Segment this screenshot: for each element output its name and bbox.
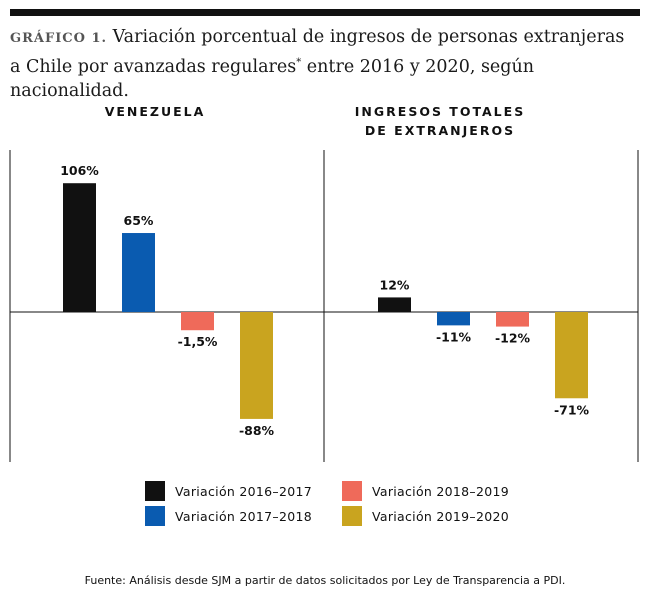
bar-venezuela-3 xyxy=(181,312,214,331)
chart-title-text-end: entre 2016 y 2020, según nacionalidad. xyxy=(10,56,535,101)
panel-title-venezuela-line1: VENEZUELA xyxy=(104,104,206,119)
bar-venezuela-1 xyxy=(63,183,96,312)
data-label-venezuela-3: -1,5% xyxy=(178,334,218,349)
bar-chart: 106% 65% -1,5% -88% 12% -11% -12% -71% xyxy=(9,150,639,462)
legend-item-2017-2018: Variación 2017–2018 xyxy=(145,506,312,526)
panel-title-venezuela: VENEZUELA xyxy=(50,102,260,121)
panel-title-totales: INGRESOS TOTALES DE EXTRANJEROS xyxy=(330,102,550,140)
bar-totales-3 xyxy=(496,312,529,327)
data-label-venezuela-2: 65% xyxy=(124,213,154,228)
legend-swatch-2017-2018 xyxy=(145,506,165,526)
chart-title: GRÁFICO 1. Variación porcentual de ingre… xyxy=(10,25,640,103)
bar-totales-2 xyxy=(437,312,470,326)
data-label-totales-2: -11% xyxy=(436,329,472,344)
legend: Variación 2016–2017 Variación 2017–2018 … xyxy=(0,475,650,535)
chart-title-lead: GRÁFICO 1. xyxy=(10,31,108,46)
data-label-totales-1: 12% xyxy=(380,277,410,292)
legend-item-2018-2019: Variación 2018–2019 xyxy=(342,481,509,501)
legend-label-2019-2020: Variación 2019–2020 xyxy=(372,508,509,524)
legend-swatch-2016-2017 xyxy=(145,481,165,501)
legend-item-2016-2017: Variación 2016–2017 xyxy=(145,481,312,501)
legend-label-2016-2017: Variación 2016–2017 xyxy=(175,483,312,499)
data-label-venezuela-1: 106% xyxy=(60,163,99,178)
top-rule xyxy=(10,9,640,16)
footnote-mark: * xyxy=(296,57,302,68)
bar-venezuela-4 xyxy=(240,312,273,419)
chart-title-text: Variación porcentual de ingresos de pers… xyxy=(10,27,625,77)
data-label-totales-4: -71% xyxy=(554,402,590,417)
bar-totales-1 xyxy=(378,297,411,312)
data-label-totales-3: -12% xyxy=(495,331,531,346)
panel-title-totales-line1: INGRESOS TOTALES xyxy=(354,104,526,119)
bar-totales-4 xyxy=(555,312,588,399)
data-label-venezuela-4: -88% xyxy=(239,423,275,438)
source-note: Fuente: Análisis desde SJM a partir de d… xyxy=(84,574,566,587)
legend-swatch-2019-2020 xyxy=(342,506,362,526)
legend-label-2018-2019: Variación 2018–2019 xyxy=(372,483,509,499)
panel-title-totales-line2: DE EXTRANJEROS xyxy=(364,123,516,138)
bar-venezuela-2 xyxy=(122,233,155,312)
legend-item-2019-2020: Variación 2019–2020 xyxy=(342,506,509,526)
legend-swatch-2018-2019 xyxy=(342,481,362,501)
legend-label-2017-2018: Variación 2017–2018 xyxy=(175,508,312,524)
